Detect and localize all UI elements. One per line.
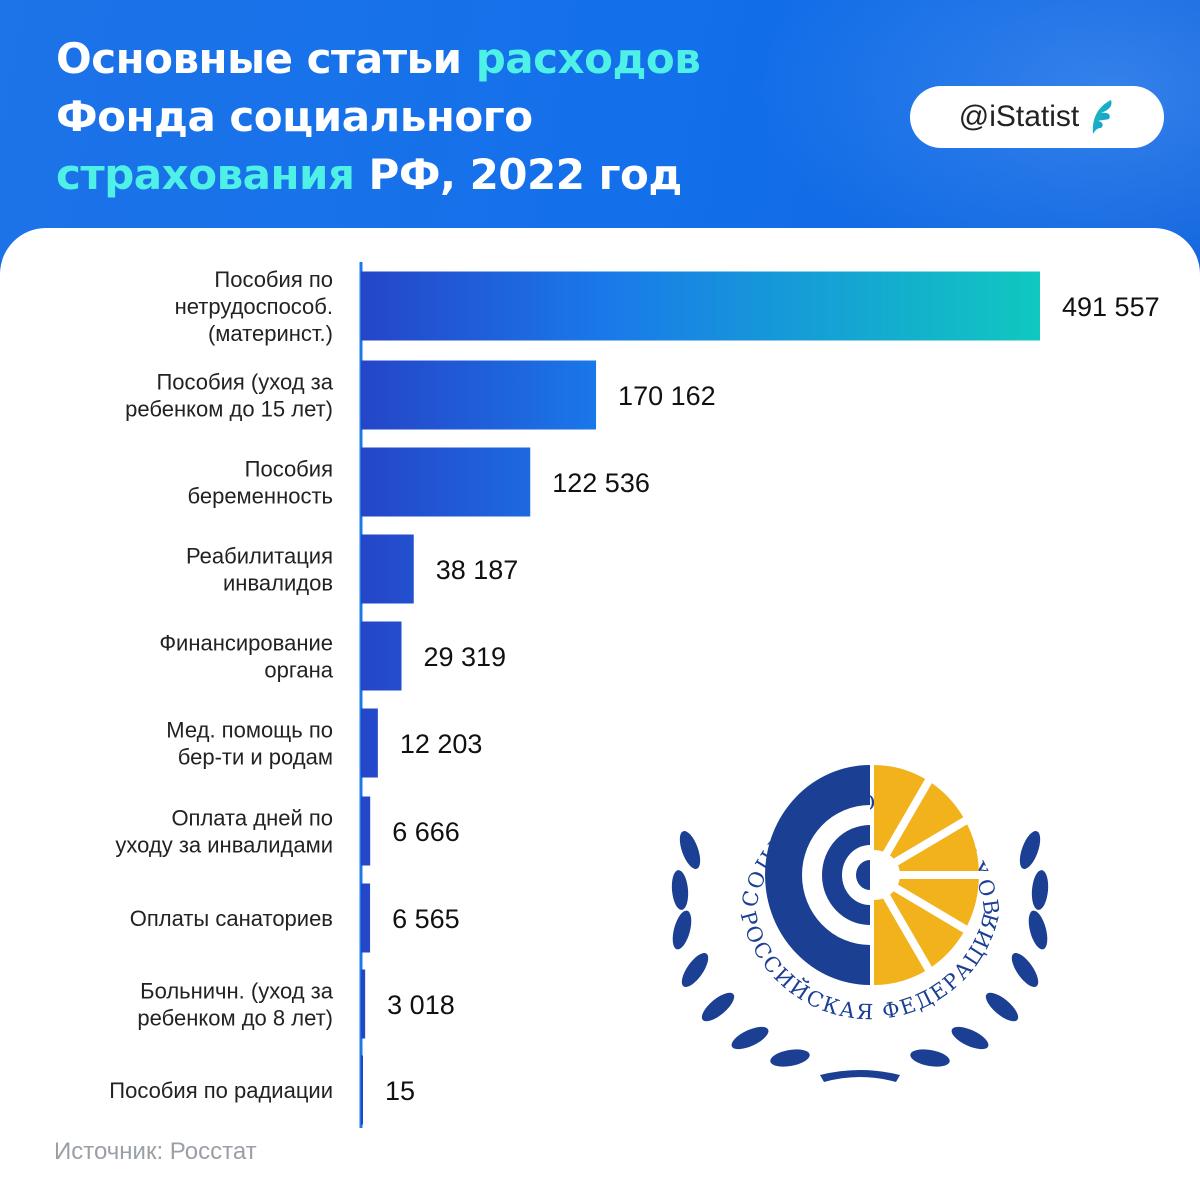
category-label: Пособия беременность (188, 457, 334, 509)
laurel-wreath (671, 831, 1049, 1082)
page-title: Основные статьи расходов Фонда социальног… (56, 30, 701, 204)
title-text: Фонда социального (56, 92, 533, 141)
category-label: Мед. помощь по бер-ти и родам (166, 718, 333, 770)
title-text: РФ, 2022 год (354, 150, 683, 199)
brand-handle: @iStatist (958, 100, 1080, 133)
source-note: Источник: Росстат (54, 1138, 257, 1165)
bar (361, 708, 378, 778)
category-label: Больничн. (уход за ребенком до 8 лет) (137, 979, 333, 1031)
value-label: 491 557 (1062, 292, 1160, 322)
category-label: Реабилитация инвалидов (186, 544, 333, 596)
value-label: 12 203 (400, 729, 483, 759)
value-label: 122 536 (552, 468, 650, 498)
header: Основные статьи расходов Фонда социальног… (0, 0, 1200, 260)
title-text: Основные статьи (56, 34, 476, 83)
title-highlight: расходов (475, 34, 701, 83)
bar (361, 447, 531, 517)
brand-leaf-icon (1093, 100, 1112, 134)
value-label: 3 018 (387, 990, 455, 1020)
category-label: Пособия по радиации (109, 1078, 333, 1103)
bar (361, 360, 597, 430)
chart-card (0, 228, 1200, 1200)
value-label: 15 (385, 1076, 415, 1106)
value-label: 6 565 (392, 904, 460, 934)
value-label: 29 319 (423, 642, 506, 672)
title-highlight: страхования (56, 150, 355, 199)
fss-emblem-icon: ФОНД СОЦИАЛЬНОГО СТРАХОВАНИЯ РОССИЙСКАЯ … (660, 720, 1049, 1082)
bar (361, 969, 366, 1039)
bar (361, 271, 1040, 341)
bar (361, 1055, 363, 1125)
category-label: Оплаты санаториев (130, 906, 333, 931)
category-label: Пособия по нетрудоспособ. (материнст.) (175, 267, 333, 346)
category-label: Пособия (уход за ребенком до 15 лет) (125, 370, 334, 422)
value-label: 38 187 (436, 555, 519, 585)
bar (361, 883, 371, 953)
bar (361, 621, 402, 691)
emblem-center (765, 765, 990, 985)
category-label: Финансирование органа (159, 631, 333, 683)
brand-badge[interactable]: @iStatist (910, 86, 1164, 148)
value-label: 170 162 (618, 381, 716, 411)
category-label: Оплата дней по уходу за инвалидами (115, 806, 333, 858)
bar (361, 534, 414, 604)
bar (361, 796, 371, 866)
value-label: 6 666 (392, 817, 460, 847)
